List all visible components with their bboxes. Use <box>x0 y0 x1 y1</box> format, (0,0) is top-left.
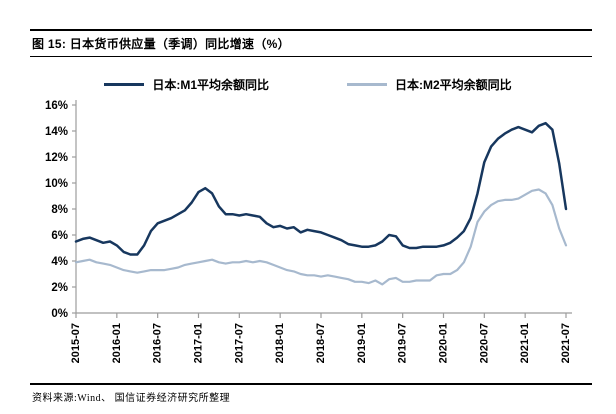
m2-line-swatch-icon <box>347 83 387 86</box>
x-tick-label: 2016-07 <box>152 323 164 363</box>
y-tick-label: 4% <box>51 256 68 268</box>
x-tick-label: 2017-07 <box>233 323 245 363</box>
x-tick-label: 2019-01 <box>356 323 368 363</box>
m1-line-swatch-icon <box>104 83 145 86</box>
y-tick-label: 0% <box>51 308 68 320</box>
title-underline-rule <box>30 56 592 57</box>
legend-label-m2: 日本:M2平均余额同比 <box>395 78 512 92</box>
x-tick-label: 2020-07 <box>478 323 490 363</box>
x-tick-label: 2018-01 <box>274 323 286 363</box>
x-tick-label: 2016-01 <box>111 323 123 363</box>
source-note: 资料来源:Wind、 国信证券经济研究所整理 <box>32 393 231 404</box>
legend-item-m2: 日本:M2平均余额同比 <box>347 76 512 93</box>
y-tick-label: 12% <box>45 152 68 164</box>
y-tick-label: 16% <box>45 100 68 112</box>
x-tick-label: 2017-01 <box>193 323 205 363</box>
y-tick-label: 10% <box>45 178 68 190</box>
figure-title: 图 15: 日本货币供应量（季调）同比增速（%） <box>32 37 290 51</box>
y-tick-label: 14% <box>45 126 68 138</box>
series-m2-line <box>74 188 568 286</box>
x-tick-label: 2021-01 <box>519 323 531 363</box>
x-tick-label: 2021-07 <box>560 323 572 363</box>
y-tick-label: 6% <box>51 230 68 242</box>
y-tick-label: 2% <box>51 282 68 294</box>
footer-rule <box>30 383 592 385</box>
y-tick-label: 8% <box>51 204 68 216</box>
x-tick-label: 2019-07 <box>397 323 409 363</box>
legend-item-m1: 日本:M1平均余额同比 <box>104 76 269 93</box>
x-tick-label: 2015-07 <box>70 323 82 363</box>
legend-label-m1: 日本:M1平均余额同比 <box>152 78 269 92</box>
chart-legend: 日本:M1平均余额同比 日本:M2平均余额同比 <box>0 76 616 93</box>
top-rule <box>30 29 592 31</box>
x-tick-label: 2020-01 <box>438 323 450 363</box>
series-m1-line <box>74 121 568 256</box>
x-tick-label: 2018-07 <box>315 323 327 363</box>
